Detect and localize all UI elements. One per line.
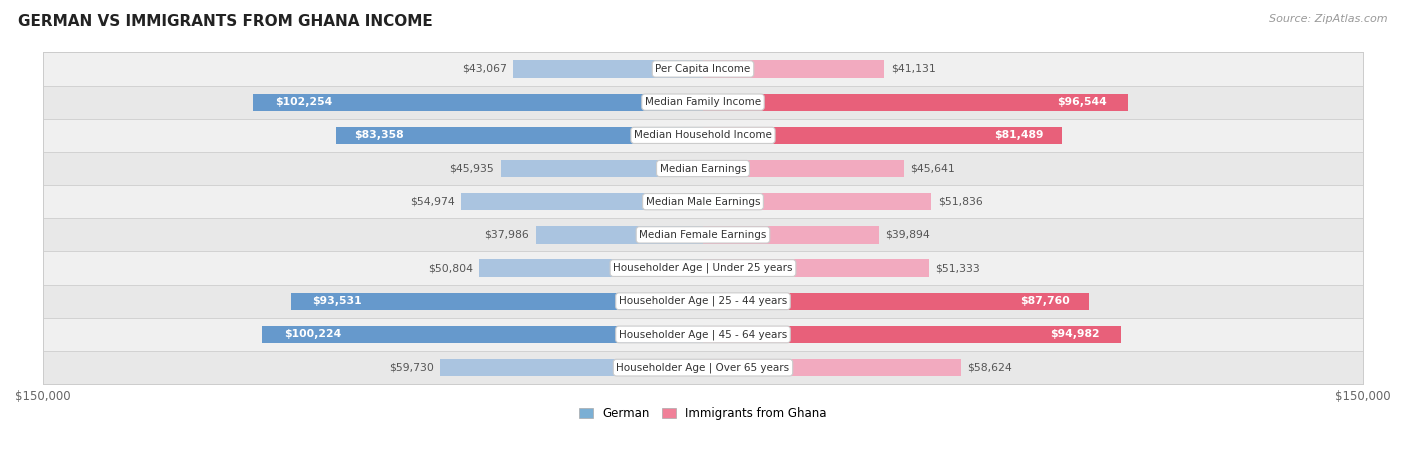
Text: GERMAN VS IMMIGRANTS FROM GHANA INCOME: GERMAN VS IMMIGRANTS FROM GHANA INCOME bbox=[18, 14, 433, 29]
Text: $37,986: $37,986 bbox=[485, 230, 529, 240]
Bar bbox=[461, 193, 703, 210]
Bar bbox=[703, 260, 929, 276]
Bar bbox=[703, 226, 879, 243]
FancyBboxPatch shape bbox=[42, 285, 1364, 318]
Text: $45,935: $45,935 bbox=[450, 163, 495, 174]
Bar bbox=[703, 93, 1128, 111]
Bar bbox=[703, 160, 904, 177]
Text: $45,641: $45,641 bbox=[911, 163, 955, 174]
Bar bbox=[253, 93, 703, 111]
Bar bbox=[291, 293, 703, 310]
Bar bbox=[479, 260, 703, 276]
Text: Source: ZipAtlas.com: Source: ZipAtlas.com bbox=[1270, 14, 1388, 24]
Bar bbox=[703, 60, 884, 78]
Text: $93,531: $93,531 bbox=[312, 296, 361, 306]
Text: Householder Age | Over 65 years: Householder Age | Over 65 years bbox=[616, 362, 790, 373]
FancyBboxPatch shape bbox=[42, 152, 1364, 185]
FancyBboxPatch shape bbox=[42, 318, 1364, 351]
Text: $54,974: $54,974 bbox=[409, 197, 454, 207]
Bar bbox=[501, 160, 703, 177]
Text: Median Family Income: Median Family Income bbox=[645, 97, 761, 107]
FancyBboxPatch shape bbox=[42, 85, 1364, 119]
Text: $102,254: $102,254 bbox=[276, 97, 333, 107]
Text: $41,131: $41,131 bbox=[890, 64, 935, 74]
Text: $87,760: $87,760 bbox=[1021, 296, 1070, 306]
Text: $81,489: $81,489 bbox=[994, 130, 1043, 140]
Bar bbox=[440, 359, 703, 376]
Text: Per Capita Income: Per Capita Income bbox=[655, 64, 751, 74]
Text: $83,358: $83,358 bbox=[354, 130, 404, 140]
Text: $50,804: $50,804 bbox=[427, 263, 472, 273]
Bar bbox=[336, 127, 703, 144]
Text: $94,982: $94,982 bbox=[1050, 329, 1099, 340]
Text: $59,730: $59,730 bbox=[388, 362, 433, 373]
Text: $51,836: $51,836 bbox=[938, 197, 983, 207]
Text: Median Household Income: Median Household Income bbox=[634, 130, 772, 140]
FancyBboxPatch shape bbox=[42, 185, 1364, 218]
Text: $100,224: $100,224 bbox=[284, 329, 342, 340]
Text: Median Male Earnings: Median Male Earnings bbox=[645, 197, 761, 207]
Text: Householder Age | Under 25 years: Householder Age | Under 25 years bbox=[613, 263, 793, 273]
Bar bbox=[703, 359, 962, 376]
Bar bbox=[703, 293, 1090, 310]
Text: Householder Age | 25 - 44 years: Householder Age | 25 - 44 years bbox=[619, 296, 787, 306]
FancyBboxPatch shape bbox=[42, 218, 1364, 251]
FancyBboxPatch shape bbox=[42, 351, 1364, 384]
FancyBboxPatch shape bbox=[42, 52, 1364, 85]
Text: Householder Age | 45 - 64 years: Householder Age | 45 - 64 years bbox=[619, 329, 787, 340]
Bar bbox=[703, 127, 1062, 144]
Text: Median Earnings: Median Earnings bbox=[659, 163, 747, 174]
Text: $39,894: $39,894 bbox=[886, 230, 929, 240]
Bar bbox=[703, 193, 931, 210]
Bar bbox=[513, 60, 703, 78]
Text: Median Female Earnings: Median Female Earnings bbox=[640, 230, 766, 240]
Text: $43,067: $43,067 bbox=[463, 64, 506, 74]
Text: $58,624: $58,624 bbox=[967, 362, 1012, 373]
Text: $96,544: $96,544 bbox=[1057, 97, 1107, 107]
FancyBboxPatch shape bbox=[42, 119, 1364, 152]
Text: $51,333: $51,333 bbox=[935, 263, 980, 273]
Bar bbox=[262, 326, 703, 343]
Legend: German, Immigrants from Ghana: German, Immigrants from Ghana bbox=[574, 403, 832, 425]
FancyBboxPatch shape bbox=[42, 251, 1364, 285]
Bar bbox=[536, 226, 703, 243]
Bar bbox=[703, 326, 1121, 343]
